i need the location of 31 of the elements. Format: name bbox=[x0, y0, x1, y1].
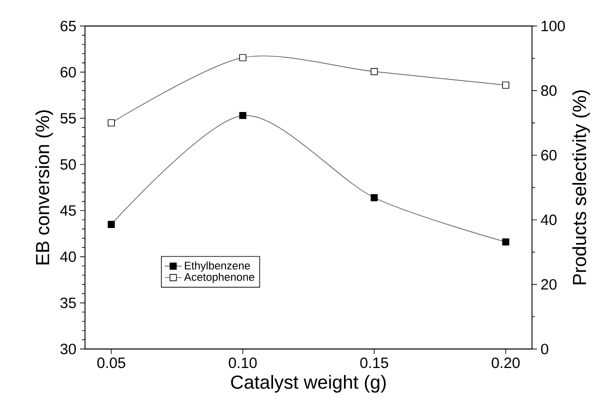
y2-tick-label: 100 bbox=[542, 20, 565, 32]
x-tick-label: 0.10 bbox=[228, 358, 257, 368]
point bbox=[502, 82, 510, 89]
y-tick-label: 35 bbox=[60, 298, 76, 308]
point bbox=[108, 220, 115, 228]
y-tick-label: 65 bbox=[60, 20, 76, 32]
y-tick-label: 30 bbox=[60, 344, 76, 354]
legend-label: Acetophenone bbox=[184, 272, 254, 284]
point bbox=[108, 119, 115, 126]
x-tick-label: 0.15 bbox=[360, 358, 388, 368]
y2-tick-label: 60 bbox=[541, 150, 557, 160]
point bbox=[502, 238, 510, 246]
point bbox=[239, 54, 246, 62]
point bbox=[370, 194, 378, 202]
y2-axis-title: Products selectivity (%) bbox=[572, 90, 590, 284]
y-tick-label: 40 bbox=[60, 251, 76, 262]
y-axis-title: EB conversion (%) bbox=[35, 110, 54, 264]
y-tick-label: 55 bbox=[60, 113, 76, 124]
y2-tick-label: 40 bbox=[540, 214, 557, 226]
x-tick-label: 0.20 bbox=[492, 358, 520, 368]
y-tick-label: 60 bbox=[60, 66, 76, 78]
y2-tick-label: 0 bbox=[541, 344, 548, 354]
point bbox=[370, 68, 378, 76]
y-tick-label: 50 bbox=[60, 159, 76, 170]
point bbox=[239, 112, 246, 120]
x-axis-title: Catalyst weight (g) bbox=[231, 374, 386, 393]
y2-tick-label: 20 bbox=[541, 279, 557, 290]
x-tick-label: 0.05 bbox=[97, 358, 126, 368]
y-tick-label: 45 bbox=[60, 205, 76, 216]
legend-label: Ethylbenzene bbox=[184, 261, 250, 272]
y2-tick-label: 80 bbox=[541, 85, 557, 96]
